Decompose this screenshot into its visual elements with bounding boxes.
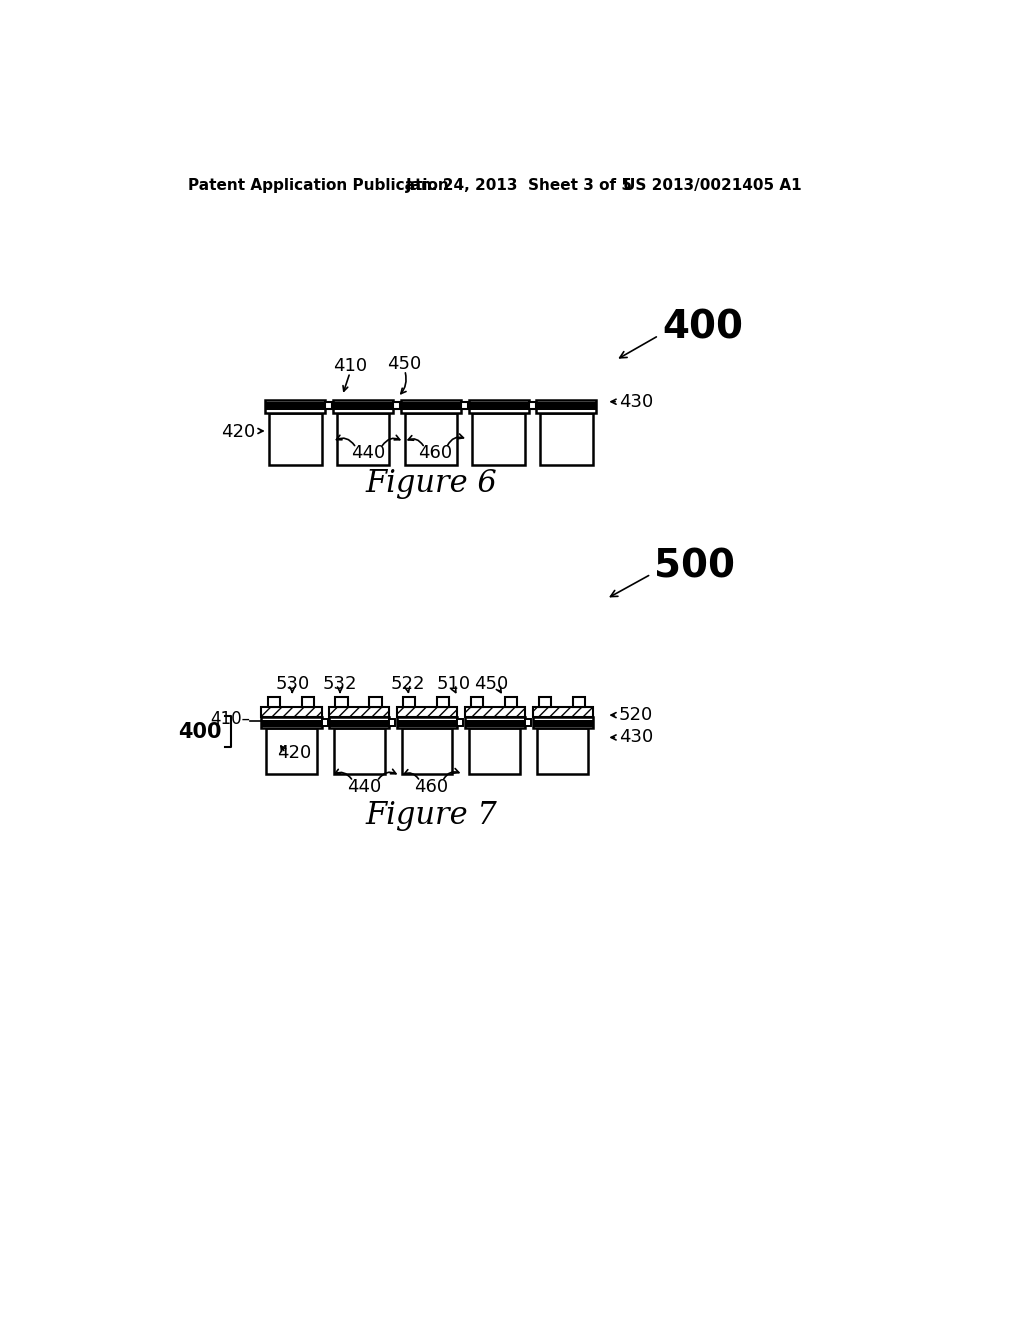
Text: 500: 500	[654, 548, 735, 586]
Bar	[538, 729, 588, 775]
Bar	[397, 708, 457, 718]
Text: 532: 532	[323, 675, 357, 693]
Bar	[465, 718, 524, 729]
Text: 510: 510	[437, 675, 471, 693]
Bar	[336, 697, 348, 708]
Bar	[472, 413, 524, 465]
Bar	[261, 719, 322, 726]
Text: 530: 530	[275, 675, 309, 693]
Bar	[469, 400, 528, 412]
Bar	[469, 403, 528, 411]
Bar	[471, 697, 483, 708]
Bar	[400, 403, 461, 411]
Text: 420: 420	[221, 422, 255, 441]
Bar	[528, 403, 536, 409]
Bar	[266, 729, 316, 775]
Bar	[261, 718, 322, 729]
Bar	[265, 400, 326, 412]
Bar	[389, 719, 395, 726]
Text: Figure 6: Figure 6	[365, 467, 497, 499]
Bar	[539, 697, 551, 708]
Bar	[269, 413, 322, 465]
Bar	[401, 729, 453, 775]
Bar	[532, 708, 593, 718]
Bar	[505, 697, 517, 708]
Text: 460: 460	[419, 444, 453, 462]
Text: 440: 440	[350, 444, 385, 462]
Bar	[333, 400, 393, 412]
Bar	[393, 403, 400, 409]
Text: Figure 7: Figure 7	[365, 800, 497, 832]
Bar	[532, 718, 593, 729]
Text: 400: 400	[178, 722, 221, 742]
Text: 450: 450	[474, 675, 508, 693]
Bar	[267, 697, 280, 708]
Bar	[541, 413, 593, 465]
Text: 400: 400	[662, 309, 742, 347]
Bar	[370, 697, 382, 708]
Text: US 2013/0021405 A1: US 2013/0021405 A1	[624, 178, 802, 193]
Text: 520: 520	[618, 706, 653, 725]
Bar	[326, 403, 333, 409]
Bar	[337, 413, 389, 465]
Bar	[465, 719, 524, 726]
Bar	[261, 708, 322, 718]
Bar	[301, 697, 313, 708]
Bar	[537, 400, 596, 412]
Text: 410: 410	[333, 358, 367, 375]
Bar	[461, 403, 468, 409]
Bar	[572, 697, 585, 708]
Bar	[537, 403, 596, 411]
Bar	[322, 719, 328, 726]
Text: 450: 450	[387, 355, 422, 374]
Text: 430: 430	[618, 729, 653, 746]
Bar	[465, 708, 524, 718]
Bar	[457, 719, 463, 726]
Bar	[437, 697, 450, 708]
Bar	[532, 719, 593, 726]
Bar	[397, 718, 457, 729]
Bar	[333, 403, 393, 411]
Bar	[334, 729, 385, 775]
Text: 410–: 410–	[210, 710, 250, 727]
Text: Jan. 24, 2013  Sheet 3 of 5: Jan. 24, 2013 Sheet 3 of 5	[407, 178, 633, 193]
Text: Patent Application Publication: Patent Application Publication	[188, 178, 450, 193]
Bar	[265, 403, 326, 411]
Text: 440: 440	[347, 777, 382, 796]
Text: 460: 460	[414, 777, 447, 796]
Text: 522: 522	[390, 675, 425, 693]
Bar	[330, 708, 389, 718]
Bar	[330, 718, 389, 729]
Bar	[400, 400, 461, 412]
Bar	[469, 729, 520, 775]
Text: 430: 430	[620, 393, 653, 411]
Text: 420: 420	[276, 744, 311, 762]
Bar	[397, 719, 457, 726]
Bar	[403, 697, 416, 708]
Bar	[524, 719, 531, 726]
Bar	[330, 719, 389, 726]
Bar	[404, 413, 457, 465]
